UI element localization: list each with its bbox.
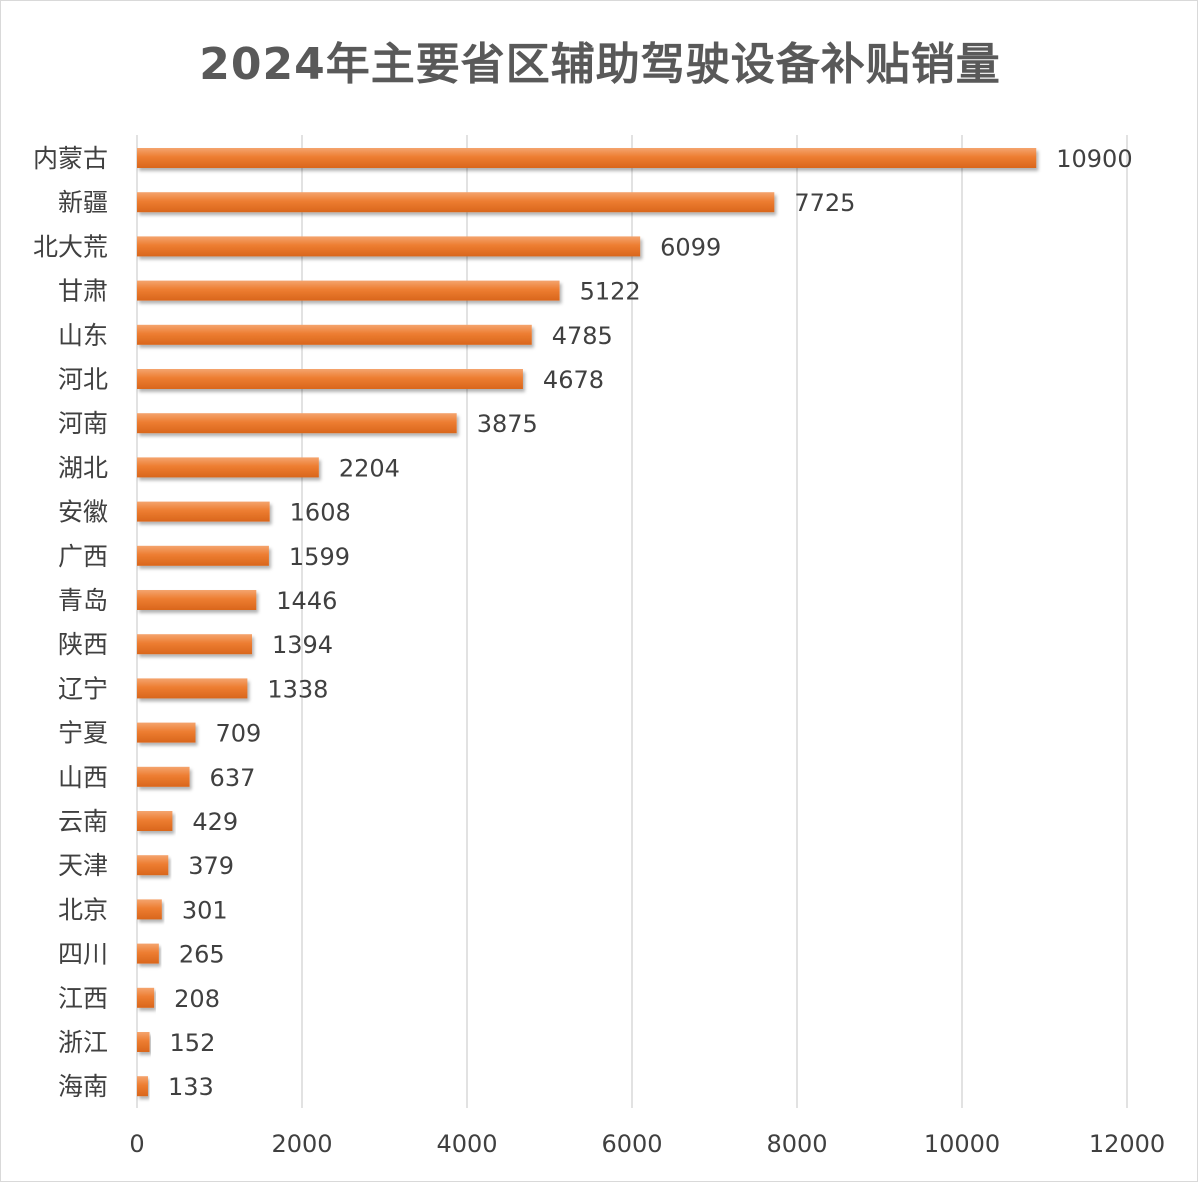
category-label: 安徽 [58,498,108,527]
x-tick-label: 4000 [436,1130,497,1158]
value-label: 2204 [339,454,400,482]
category-label: 四川 [58,940,108,969]
value-label: 6099 [660,233,721,261]
x-tick-label: 8000 [766,1130,827,1158]
bar [137,634,253,655]
category-label: 甘肃 [58,277,108,306]
value-label: 208 [174,985,220,1013]
bar [137,501,270,522]
category-label: 山西 [58,763,108,792]
category-label: 新疆 [58,188,108,217]
category-label: 内蒙古 [33,144,108,173]
bar [137,413,457,434]
bar [137,899,162,920]
x-tick-label: 2000 [271,1130,332,1158]
value-label: 152 [170,1029,216,1057]
bar [137,324,532,345]
x-tick-label: 12000 [1089,1130,1165,1158]
category-label: 广西 [58,542,108,571]
category-label: 海南 [58,1072,108,1101]
bars [137,148,1037,1097]
bar [137,987,155,1008]
value-label: 379 [188,852,234,880]
bar [137,678,248,699]
bar [137,369,523,389]
category-label: 天津 [58,851,108,880]
value-label: 637 [210,764,256,792]
value-label: 301 [182,896,228,924]
value-label: 133 [168,1073,214,1101]
value-label: 3875 [477,410,538,438]
category-label: 湖北 [58,453,108,482]
category-label: 青岛 [58,586,108,615]
value-label: 265 [179,941,225,969]
labels: 0 2000 4000 6000 8000 10000 12000 内蒙古 10900 新疆 772… [33,144,1165,1158]
category-label: 山东 [58,321,108,350]
x-tick-label: 6000 [601,1130,662,1158]
bar [137,192,775,213]
category-label: 河北 [58,365,108,394]
category-label: 河南 [58,409,108,438]
bar [137,280,560,301]
value-label: 1338 [267,675,328,703]
value-label: 1446 [276,587,337,615]
bar [137,148,1037,168]
bar [137,1076,148,1097]
bar [137,943,159,964]
value-label: 1599 [289,543,350,571]
bar [137,590,257,610]
value-label: 709 [215,720,261,748]
x-tick-label: 10000 [924,1130,1000,1158]
x-tick-label: 0 [129,1130,144,1158]
bar [137,545,269,566]
value-label: 7725 [794,189,855,217]
bar [137,1032,150,1052]
value-label: 4678 [543,366,604,394]
category-label: 江西 [58,984,108,1013]
value-label: 429 [192,808,238,836]
category-label: 北大荒 [33,232,108,261]
bar [137,766,190,787]
category-label: 辽宁 [58,674,108,703]
value-label: 5122 [580,278,641,306]
value-label: 1608 [290,499,351,527]
chart-title: 2024年主要省区辅助驾驶设备补贴销量 [199,39,1001,90]
category-label: 宁夏 [58,719,108,748]
category-label: 北京 [58,895,108,924]
category-label: 浙江 [58,1028,108,1057]
bar [137,855,169,876]
value-label: 4785 [552,322,613,350]
category-label: 陕西 [58,630,108,659]
bar [137,722,196,743]
bar [137,457,319,478]
bar [137,236,641,257]
bar [137,811,173,831]
value-label: 1394 [272,631,333,659]
value-label: 10900 [1056,145,1132,173]
category-label: 云南 [58,807,108,836]
